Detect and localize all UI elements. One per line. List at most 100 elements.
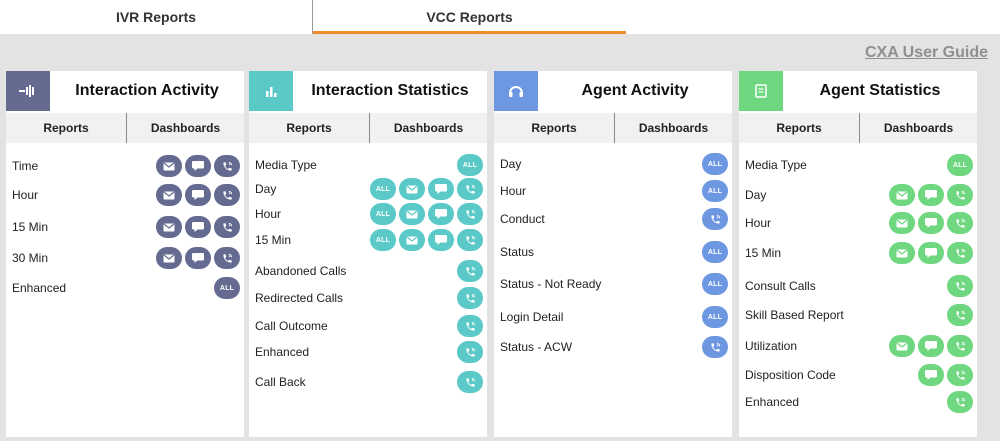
panel-header: Agent Statistics xyxy=(739,71,977,111)
email-icon[interactable] xyxy=(156,184,182,206)
phone-icon[interactable] xyxy=(457,287,483,309)
bar-chart-icon xyxy=(249,71,293,111)
report-label: Day xyxy=(500,157,522,171)
report-row: Utilization xyxy=(739,333,977,359)
chat-icon[interactable] xyxy=(918,364,944,386)
all-media-button[interactable]: ALL xyxy=(702,153,728,175)
phone-icon[interactable] xyxy=(457,203,483,225)
report-row: Hour xyxy=(739,210,977,236)
phone-icon[interactable] xyxy=(214,155,240,177)
tab-reports[interactable]: Reports xyxy=(43,121,89,135)
chat-icon[interactable] xyxy=(428,229,454,251)
phone-icon[interactable] xyxy=(947,304,973,326)
phone-icon[interactable] xyxy=(702,208,728,230)
all-media-button[interactable]: ALL xyxy=(370,229,396,251)
phone-icon[interactable] xyxy=(457,260,483,282)
chat-icon[interactable] xyxy=(918,212,944,234)
agent-statistics-panel: Agent Statistics Reports Dashboards Media T… xyxy=(739,71,977,437)
email-icon[interactable] xyxy=(156,216,182,238)
report-icons: ALL xyxy=(214,275,240,301)
report-row: Status - ACW xyxy=(494,334,732,360)
phone-icon[interactable] xyxy=(947,212,973,234)
all-media-button[interactable]: ALL xyxy=(702,273,728,295)
all-media-button[interactable]: ALL xyxy=(702,306,728,328)
report-icons xyxy=(702,334,728,360)
report-icons xyxy=(156,245,240,271)
email-icon[interactable] xyxy=(889,242,915,264)
report-row: Skill Based Report xyxy=(739,302,977,328)
report-icons: ALL xyxy=(702,271,728,297)
panel-header: Interaction Statistics xyxy=(249,71,487,111)
email-icon[interactable] xyxy=(889,184,915,206)
interaction-activity-panel: Interaction Activity Reports Dashboards Tim… xyxy=(6,71,244,437)
report-row: Media Type ALL xyxy=(249,152,487,178)
all-media-button[interactable]: ALL xyxy=(370,203,396,225)
tab-dashboards[interactable]: Dashboards xyxy=(614,113,732,143)
email-icon[interactable] xyxy=(156,247,182,269)
phone-icon[interactable] xyxy=(457,341,483,363)
phone-icon[interactable] xyxy=(457,178,483,200)
panel-tabs: Reports Dashboards xyxy=(739,113,977,143)
all-media-button[interactable]: ALL xyxy=(370,178,396,200)
tab-vcc-reports[interactable]: VCC Reports xyxy=(312,0,626,34)
email-icon[interactable] xyxy=(889,212,915,234)
chat-icon[interactable] xyxy=(428,203,454,225)
report-row: Hour ALL xyxy=(249,201,487,227)
email-icon[interactable] xyxy=(889,335,915,357)
phone-icon[interactable] xyxy=(702,336,728,358)
chat-icon[interactable] xyxy=(185,216,211,238)
report-icons xyxy=(947,302,973,328)
phone-icon[interactable] xyxy=(214,247,240,269)
phone-icon[interactable] xyxy=(214,216,240,238)
email-icon[interactable] xyxy=(156,155,182,177)
tab-dashboards[interactable]: Dashboards xyxy=(859,113,977,143)
all-media-button[interactable]: ALL xyxy=(702,241,728,263)
phone-icon[interactable] xyxy=(457,315,483,337)
phone-icon[interactable] xyxy=(947,364,973,386)
report-icons: ALL xyxy=(370,201,483,227)
phone-icon[interactable] xyxy=(214,184,240,206)
report-label: Conduct xyxy=(500,212,545,226)
tab-dashboards[interactable]: Dashboards xyxy=(369,113,487,143)
report-label: Consult Calls xyxy=(745,279,816,293)
all-media-button[interactable]: ALL xyxy=(702,180,728,202)
all-media-button[interactable]: ALL xyxy=(214,277,240,299)
email-icon[interactable] xyxy=(399,178,425,200)
report-icons: ALL xyxy=(370,176,483,202)
phone-icon[interactable] xyxy=(947,275,973,297)
all-media-button[interactable]: ALL xyxy=(457,154,483,176)
email-icon[interactable] xyxy=(399,229,425,251)
phone-icon[interactable] xyxy=(457,229,483,251)
report-icons xyxy=(156,182,240,208)
document-icon xyxy=(739,71,783,111)
report-label: Status - Not Ready xyxy=(500,277,602,291)
tab-ivr-reports[interactable]: IVR Reports xyxy=(115,9,197,25)
tab-reports[interactable]: Reports xyxy=(531,121,577,135)
chat-icon[interactable] xyxy=(185,247,211,269)
all-media-button[interactable]: ALL xyxy=(947,154,973,176)
tab-reports[interactable]: Reports xyxy=(286,121,332,135)
phone-icon[interactable] xyxy=(947,335,973,357)
panel-tabs: Reports Dashboards xyxy=(6,113,244,143)
chat-icon[interactable] xyxy=(185,155,211,177)
chat-icon[interactable] xyxy=(918,184,944,206)
tab-dashboards[interactable]: Dashboards xyxy=(126,113,244,143)
tab-reports[interactable]: Reports xyxy=(776,121,822,135)
report-row: Conduct xyxy=(494,206,732,232)
report-label: Enhanced xyxy=(745,395,800,409)
report-label: 15 Min xyxy=(745,246,782,260)
phone-icon[interactable] xyxy=(947,391,973,413)
chat-icon[interactable] xyxy=(918,335,944,357)
report-icons xyxy=(457,258,483,284)
email-icon[interactable] xyxy=(399,203,425,225)
phone-icon[interactable] xyxy=(457,371,483,393)
report-icons xyxy=(889,182,973,208)
chat-icon[interactable] xyxy=(185,184,211,206)
report-icons xyxy=(457,339,483,365)
chat-icon[interactable] xyxy=(428,178,454,200)
user-guide-link[interactable]: CXA User Guide xyxy=(865,44,988,61)
phone-icon[interactable] xyxy=(947,242,973,264)
chat-icon[interactable] xyxy=(918,242,944,264)
report-row: Time xyxy=(6,153,244,179)
phone-icon[interactable] xyxy=(947,184,973,206)
